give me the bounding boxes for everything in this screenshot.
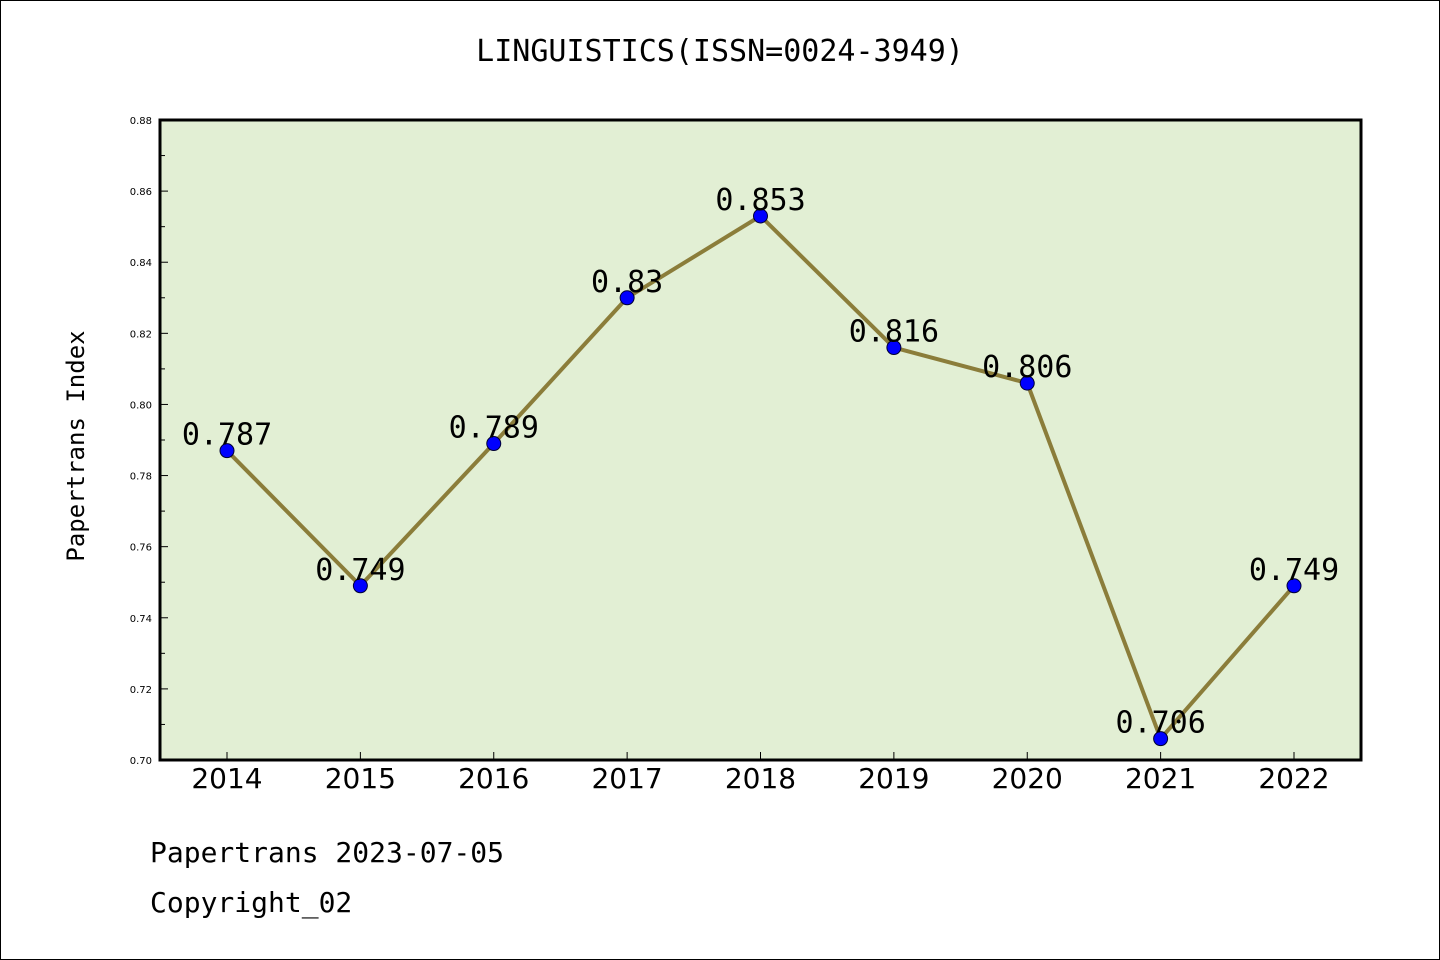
- y-tick-label: 0.78: [130, 472, 152, 483]
- x-tick-label: 2015: [325, 762, 396, 795]
- data-label: 0.816: [849, 315, 939, 350]
- x-tick-label: 2019: [858, 762, 929, 795]
- data-label: 0.83: [591, 265, 663, 300]
- footer-date: Papertrans 2023-07-05: [150, 836, 505, 869]
- footer-copyright: Copyright_02: [150, 886, 353, 919]
- y-axis: 0.70 0.72 0.74 0.76 0.78 0.80 0.82 0.84 0.86 0.88: [130, 116, 168, 767]
- data-point: [1286, 578, 1302, 594]
- data-point: [1153, 731, 1169, 747]
- y-tick-label: 0.70: [130, 756, 152, 767]
- data-point: [219, 443, 235, 459]
- y-tick-label: 0.72: [130, 685, 152, 696]
- chart-title: LINGUISTICS(ISSN=0024-3949): [476, 34, 964, 69]
- x-tick-label: 2014: [191, 762, 262, 795]
- data-point: [352, 578, 368, 594]
- plot-border: [158, 118, 1363, 762]
- y-tick-label: 0.74: [130, 614, 152, 625]
- data-point: [486, 436, 502, 452]
- x-tick-label: 2020: [992, 762, 1063, 795]
- plot-area: [160, 120, 1361, 760]
- y-tick-label: 0.76: [130, 543, 152, 554]
- y-tick-label: 0.84: [130, 258, 152, 269]
- y-tick-label: 0.80: [130, 400, 152, 411]
- y-tick-label: 0.86: [130, 187, 152, 198]
- data-point: [619, 290, 635, 306]
- data-label: 0.787: [182, 418, 272, 453]
- x-tick-label: 2016: [458, 762, 529, 795]
- data-label: 0.853: [715, 183, 805, 218]
- x-tick-label: 2018: [725, 762, 796, 795]
- data-label: 0.749: [315, 553, 405, 588]
- series-layer: 0.787 0.749 0.789 0.83 0.853 0.816 0.806 0.706 0…: [182, 183, 1339, 747]
- x-tick-label: 2021: [1125, 762, 1196, 795]
- data-label: 0.706: [1115, 706, 1205, 741]
- y-tick-label: 0.88: [130, 116, 152, 127]
- data-label: 0.806: [982, 350, 1072, 385]
- x-tick-label: 2017: [591, 762, 662, 795]
- data-label: 0.789: [449, 411, 539, 446]
- data-point: [753, 208, 768, 224]
- data-point: [886, 340, 902, 356]
- x-axis: 2014 2015 2016 2017 2018 2019 2020 2021 2022: [191, 752, 1330, 795]
- y-tick-label: 0.82: [130, 329, 152, 340]
- data-point: [1019, 375, 1035, 391]
- x-tick-label: 2022: [1258, 762, 1329, 795]
- data-label: 0.749: [1249, 553, 1339, 588]
